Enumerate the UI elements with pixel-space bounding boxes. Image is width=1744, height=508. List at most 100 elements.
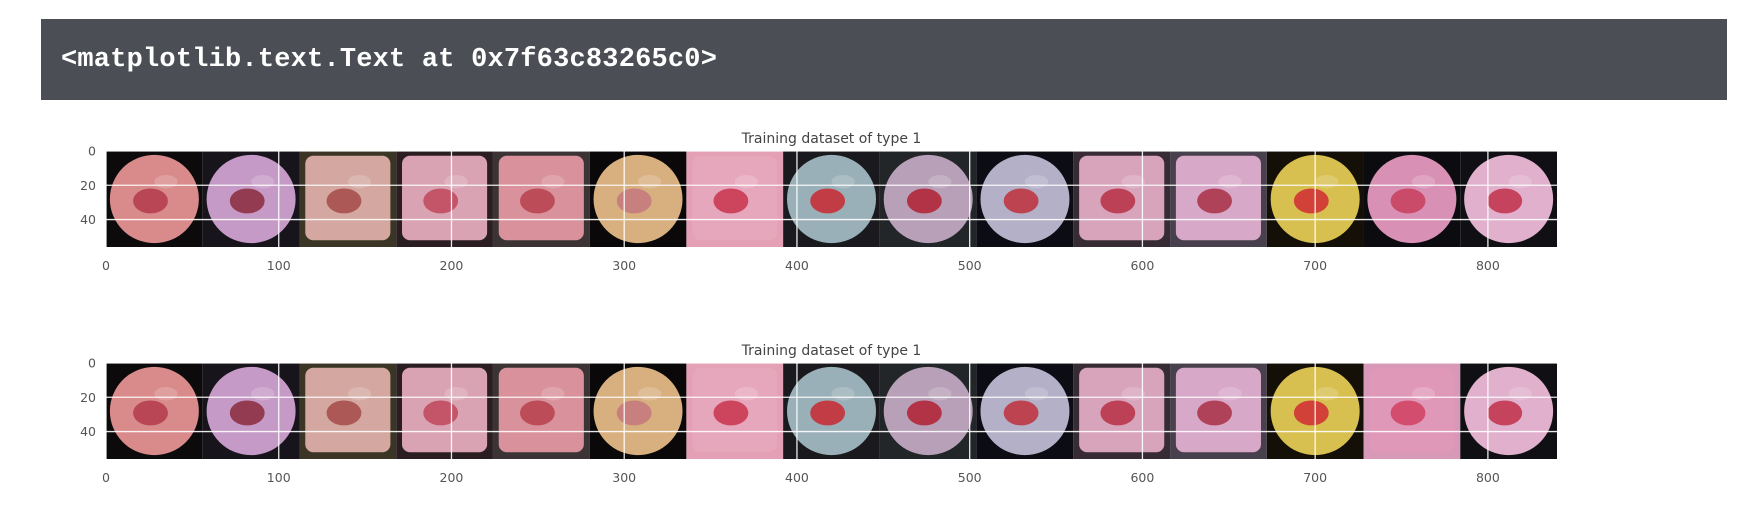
tile-lesion [906, 188, 942, 214]
x-tick-label: 100 [267, 258, 291, 273]
image-tile [686, 363, 784, 459]
image-tile [1170, 151, 1267, 247]
y-tick-label: 0 [88, 356, 96, 371]
image-tile [589, 363, 687, 459]
tile-lesion [229, 400, 265, 426]
tile-lesion [423, 188, 459, 214]
tile-highlight [638, 175, 662, 189]
tile-highlight [444, 175, 468, 189]
x-tick-label: 600 [1130, 470, 1154, 485]
image-tile [783, 151, 880, 247]
image-tile [396, 151, 493, 247]
tile-lesion [810, 188, 846, 214]
tile-lesion [1487, 188, 1523, 214]
x-tick-label: 800 [1476, 258, 1500, 273]
x-tick-label: 400 [785, 470, 809, 485]
tile-highlight [251, 387, 275, 401]
tile-highlight [831, 387, 855, 401]
tile-highlight [638, 387, 662, 401]
x-tick-label: 700 [1303, 470, 1327, 485]
tile-highlight [928, 175, 952, 189]
tile-lesion [1003, 400, 1039, 426]
subplot-1: 0 100 200 300 400 500 600 700 800 0 20 40 Training d… [80, 131, 1557, 273]
image-tile [879, 151, 977, 247]
subplot-2: 0 100 200 300 400 500 600 700 800 0 20 40 Training d… [80, 343, 1557, 485]
image-tile [299, 151, 397, 247]
y-tick-label: 20 [80, 390, 96, 405]
image-tile [492, 363, 590, 459]
image-tile [976, 363, 1074, 459]
x-tick-label: 0 [102, 258, 110, 273]
x-tick-label: 600 [1130, 258, 1154, 273]
tile-highlight [1024, 387, 1049, 401]
x-tick-label: 400 [785, 258, 809, 273]
tile-lesion [616, 400, 652, 426]
tile-highlight [1508, 387, 1532, 401]
tile-highlight [154, 175, 178, 189]
x-tick-label: 100 [267, 470, 291, 485]
cell-output-bar: <matplotlib.text.Text at 0x7f63c83265c0> [41, 19, 1727, 100]
x-tick-label: 500 [958, 258, 982, 273]
tile-lesion [1100, 400, 1136, 426]
x-tick-label: 200 [440, 258, 464, 273]
tile-lesion [1197, 188, 1232, 214]
y-tick-label: 40 [80, 212, 96, 227]
image-tile [686, 151, 784, 247]
image-tile [976, 151, 1074, 247]
tile-highlight [1411, 387, 1436, 401]
image-tile [1363, 151, 1461, 247]
figure: 0 100 200 300 400 500 600 700 800 0 20 40 Training d… [0, 100, 1744, 504]
tile-highlight [347, 175, 372, 189]
tile-highlight [541, 387, 565, 401]
x-tick-label: 300 [612, 470, 636, 485]
tile-highlight [1121, 387, 1145, 401]
image-tile [299, 363, 397, 459]
x-tick-label: 0 [102, 470, 110, 485]
image-tile [1073, 363, 1171, 459]
tile-lesion [1390, 400, 1426, 426]
tile-highlight [444, 387, 468, 401]
tile-highlight [831, 175, 855, 189]
chart-title: Training dataset of type 1 [741, 343, 922, 359]
tile-lesion [1390, 188, 1426, 214]
tile-highlight [1411, 175, 1436, 189]
output-repr-text: <matplotlib.text.Text at 0x7f63c83265c0> [61, 44, 718, 75]
figure-canvas: 0 100 200 300 400 500 600 700 800 0 20 40 Training d… [80, 131, 1557, 485]
tile-lesion [713, 400, 749, 426]
tile-lesion [326, 400, 362, 426]
tile-lesion [713, 188, 749, 214]
tile-highlight [347, 387, 372, 401]
tile-highlight [1315, 175, 1339, 189]
tile-highlight [734, 175, 758, 189]
tile-highlight [928, 387, 952, 401]
image-tile [202, 151, 300, 247]
tile-lesion [616, 188, 652, 214]
tile-highlight [1315, 387, 1339, 401]
tile-lesion [326, 188, 362, 214]
tile-lesion [1293, 188, 1329, 214]
tile-highlight [1024, 175, 1049, 189]
tile-lesion [1100, 188, 1136, 214]
image-tile [589, 151, 687, 247]
tile-highlight [1218, 175, 1242, 189]
tile-lesion [810, 400, 846, 426]
x-tick-label: 700 [1303, 258, 1327, 273]
tile-lesion [1003, 188, 1039, 214]
tile-highlight [1121, 175, 1145, 189]
image-tile [106, 151, 203, 247]
x-tick-label: 800 [1476, 470, 1500, 485]
y-tick-label: 0 [88, 144, 96, 159]
tile-lesion [906, 400, 942, 426]
x-tick-label: 200 [440, 470, 464, 485]
tile-lesion [1487, 400, 1523, 426]
tile-lesion [229, 188, 265, 214]
tile-highlight [734, 387, 758, 401]
image-tile [396, 363, 493, 459]
image-tile [1170, 363, 1267, 459]
image-tile [492, 151, 590, 247]
image-tile [783, 363, 880, 459]
tile-lesion [520, 400, 555, 426]
tile-lesion [133, 400, 168, 426]
tile-highlight [251, 175, 275, 189]
tile-lesion [1293, 400, 1329, 426]
